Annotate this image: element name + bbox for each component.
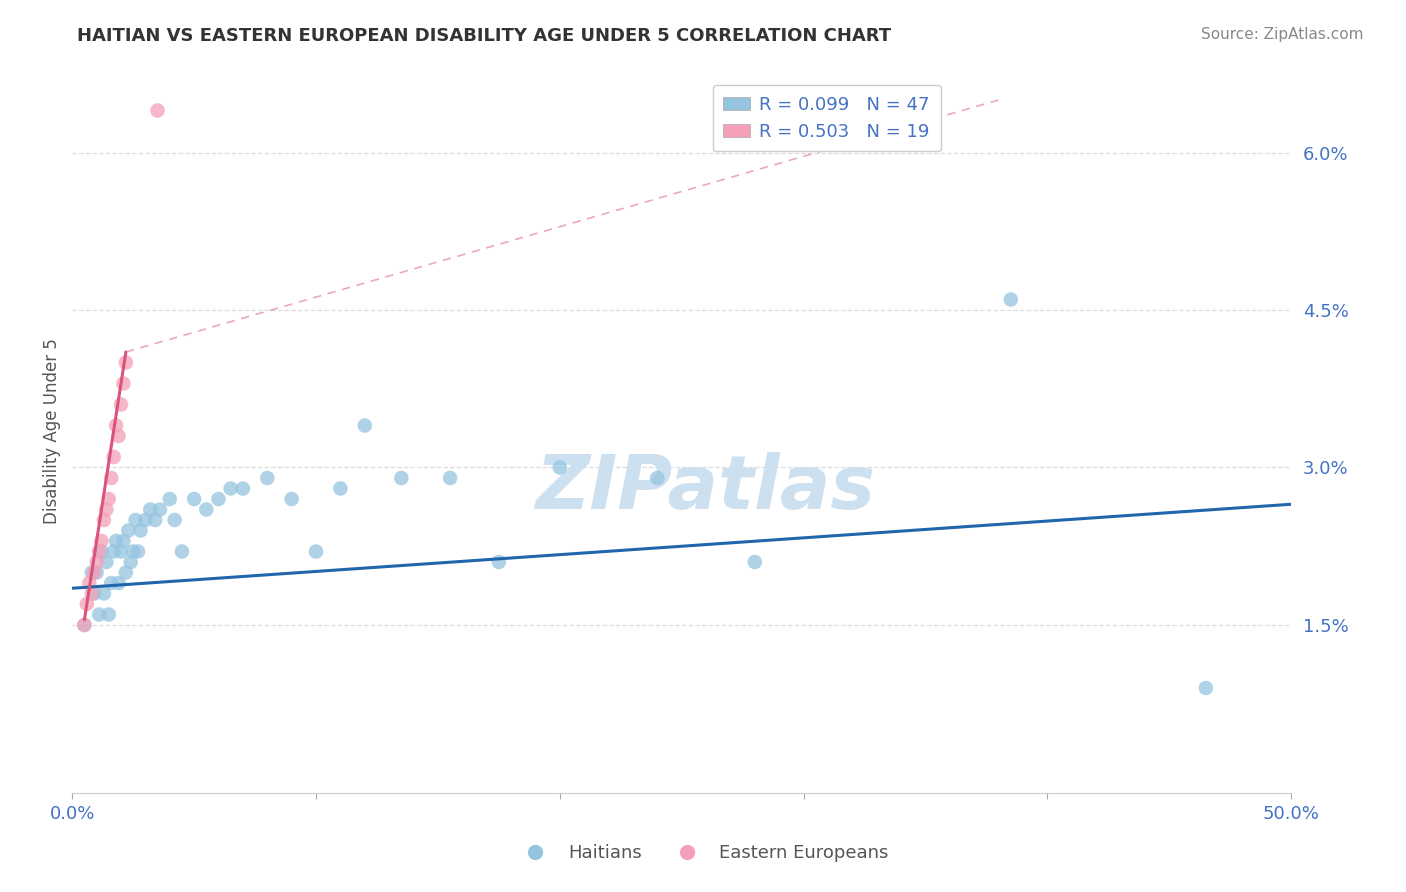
Y-axis label: Disability Age Under 5: Disability Age Under 5 bbox=[44, 338, 60, 524]
Point bbox=[280, 491, 302, 506]
Point bbox=[87, 607, 110, 622]
Point bbox=[124, 513, 146, 527]
Point bbox=[122, 544, 145, 558]
Point bbox=[117, 524, 139, 538]
Point bbox=[79, 576, 101, 591]
Point bbox=[112, 533, 135, 548]
Point bbox=[134, 513, 156, 527]
Point bbox=[389, 471, 412, 485]
Point bbox=[139, 502, 162, 516]
Point bbox=[159, 491, 181, 506]
Point bbox=[110, 397, 132, 411]
Point bbox=[115, 355, 138, 369]
Point bbox=[110, 544, 132, 558]
Point bbox=[163, 513, 186, 527]
Text: Source: ZipAtlas.com: Source: ZipAtlas.com bbox=[1201, 27, 1364, 42]
Text: ZIPatlas: ZIPatlas bbox=[536, 452, 876, 525]
Point bbox=[219, 482, 242, 496]
Point bbox=[129, 524, 152, 538]
Point bbox=[76, 597, 98, 611]
Text: HAITIAN VS EASTERN EUROPEAN DISABILITY AGE UNDER 5 CORRELATION CHART: HAITIAN VS EASTERN EUROPEAN DISABILITY A… bbox=[77, 27, 891, 45]
Point bbox=[86, 566, 108, 580]
Point bbox=[96, 555, 118, 569]
Point bbox=[90, 544, 112, 558]
Point bbox=[100, 471, 122, 485]
Point bbox=[548, 460, 571, 475]
Point bbox=[107, 576, 129, 591]
Point bbox=[100, 576, 122, 591]
Point bbox=[115, 566, 138, 580]
Point bbox=[207, 491, 229, 506]
Point bbox=[73, 618, 96, 632]
Point bbox=[83, 586, 105, 600]
Point bbox=[83, 566, 105, 580]
Point bbox=[93, 513, 115, 527]
Point bbox=[87, 544, 110, 558]
Point bbox=[439, 471, 461, 485]
Point bbox=[353, 418, 375, 433]
Point bbox=[90, 533, 112, 548]
Point bbox=[1000, 293, 1022, 307]
Point bbox=[232, 482, 254, 496]
Point bbox=[97, 607, 120, 622]
Point bbox=[305, 544, 328, 558]
Point bbox=[103, 450, 125, 464]
Point bbox=[107, 429, 129, 443]
Legend: R = 0.099   N = 47, R = 0.503   N = 19: R = 0.099 N = 47, R = 0.503 N = 19 bbox=[713, 85, 941, 152]
Point bbox=[256, 471, 278, 485]
Point bbox=[120, 555, 142, 569]
Point bbox=[1195, 681, 1218, 695]
Point bbox=[103, 544, 125, 558]
Point bbox=[112, 376, 135, 391]
Point bbox=[80, 566, 103, 580]
Point bbox=[195, 502, 218, 516]
Point bbox=[96, 502, 118, 516]
Point bbox=[86, 555, 108, 569]
Point bbox=[97, 491, 120, 506]
Point bbox=[93, 586, 115, 600]
Point bbox=[149, 502, 172, 516]
Point bbox=[170, 544, 193, 558]
Point bbox=[105, 533, 128, 548]
Point bbox=[183, 491, 205, 506]
Point bbox=[329, 482, 352, 496]
Point bbox=[744, 555, 766, 569]
Point bbox=[73, 618, 96, 632]
Point bbox=[146, 103, 169, 118]
Point bbox=[488, 555, 510, 569]
Point bbox=[127, 544, 149, 558]
Legend: Haitians, Eastern Europeans: Haitians, Eastern Europeans bbox=[510, 838, 896, 870]
Point bbox=[105, 418, 128, 433]
Point bbox=[143, 513, 166, 527]
Point bbox=[647, 471, 669, 485]
Point bbox=[80, 586, 103, 600]
